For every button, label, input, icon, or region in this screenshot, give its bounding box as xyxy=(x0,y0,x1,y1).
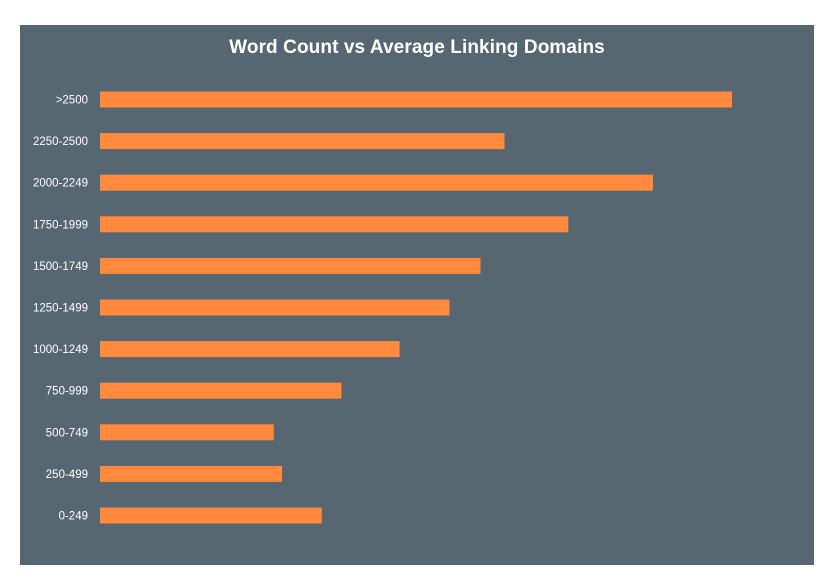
bar-0-249 xyxy=(100,507,322,524)
category-label: 2000-2249 xyxy=(33,178,88,190)
category-label: >2500 xyxy=(56,95,88,107)
bar-chart: >2500 2250-2500 2000-2249 1750-1999 1500-174… xyxy=(33,91,732,524)
chart-title: Word Count vs Average Linking Domains xyxy=(229,37,605,58)
bar-1500-1749 xyxy=(100,257,481,274)
category-label: 1250-1499 xyxy=(33,303,88,315)
category-label: 0-249 xyxy=(59,511,88,523)
category-label: 250-499 xyxy=(46,469,88,481)
category-label: 1500-1749 xyxy=(33,261,88,273)
bar-250-499 xyxy=(100,465,282,482)
bar-2500 xyxy=(100,91,732,108)
bar-750-999 xyxy=(100,382,342,399)
bar-1000-1249 xyxy=(100,341,400,358)
bar-2000-2249 xyxy=(100,174,653,191)
category-label: 750-999 xyxy=(46,386,88,398)
bar-2250-2500 xyxy=(100,133,505,150)
chart-panel: Word Count vs Average Linking Domains >2… xyxy=(20,25,814,565)
bar-1250-1499 xyxy=(100,299,450,316)
category-label: 500-749 xyxy=(46,427,88,439)
category-label: 2250-2500 xyxy=(33,136,88,148)
bar-500-749 xyxy=(100,424,274,441)
category-label: 1000-1249 xyxy=(33,344,88,356)
bar-1750-1999 xyxy=(100,216,569,233)
category-label: 1750-1999 xyxy=(33,219,88,231)
